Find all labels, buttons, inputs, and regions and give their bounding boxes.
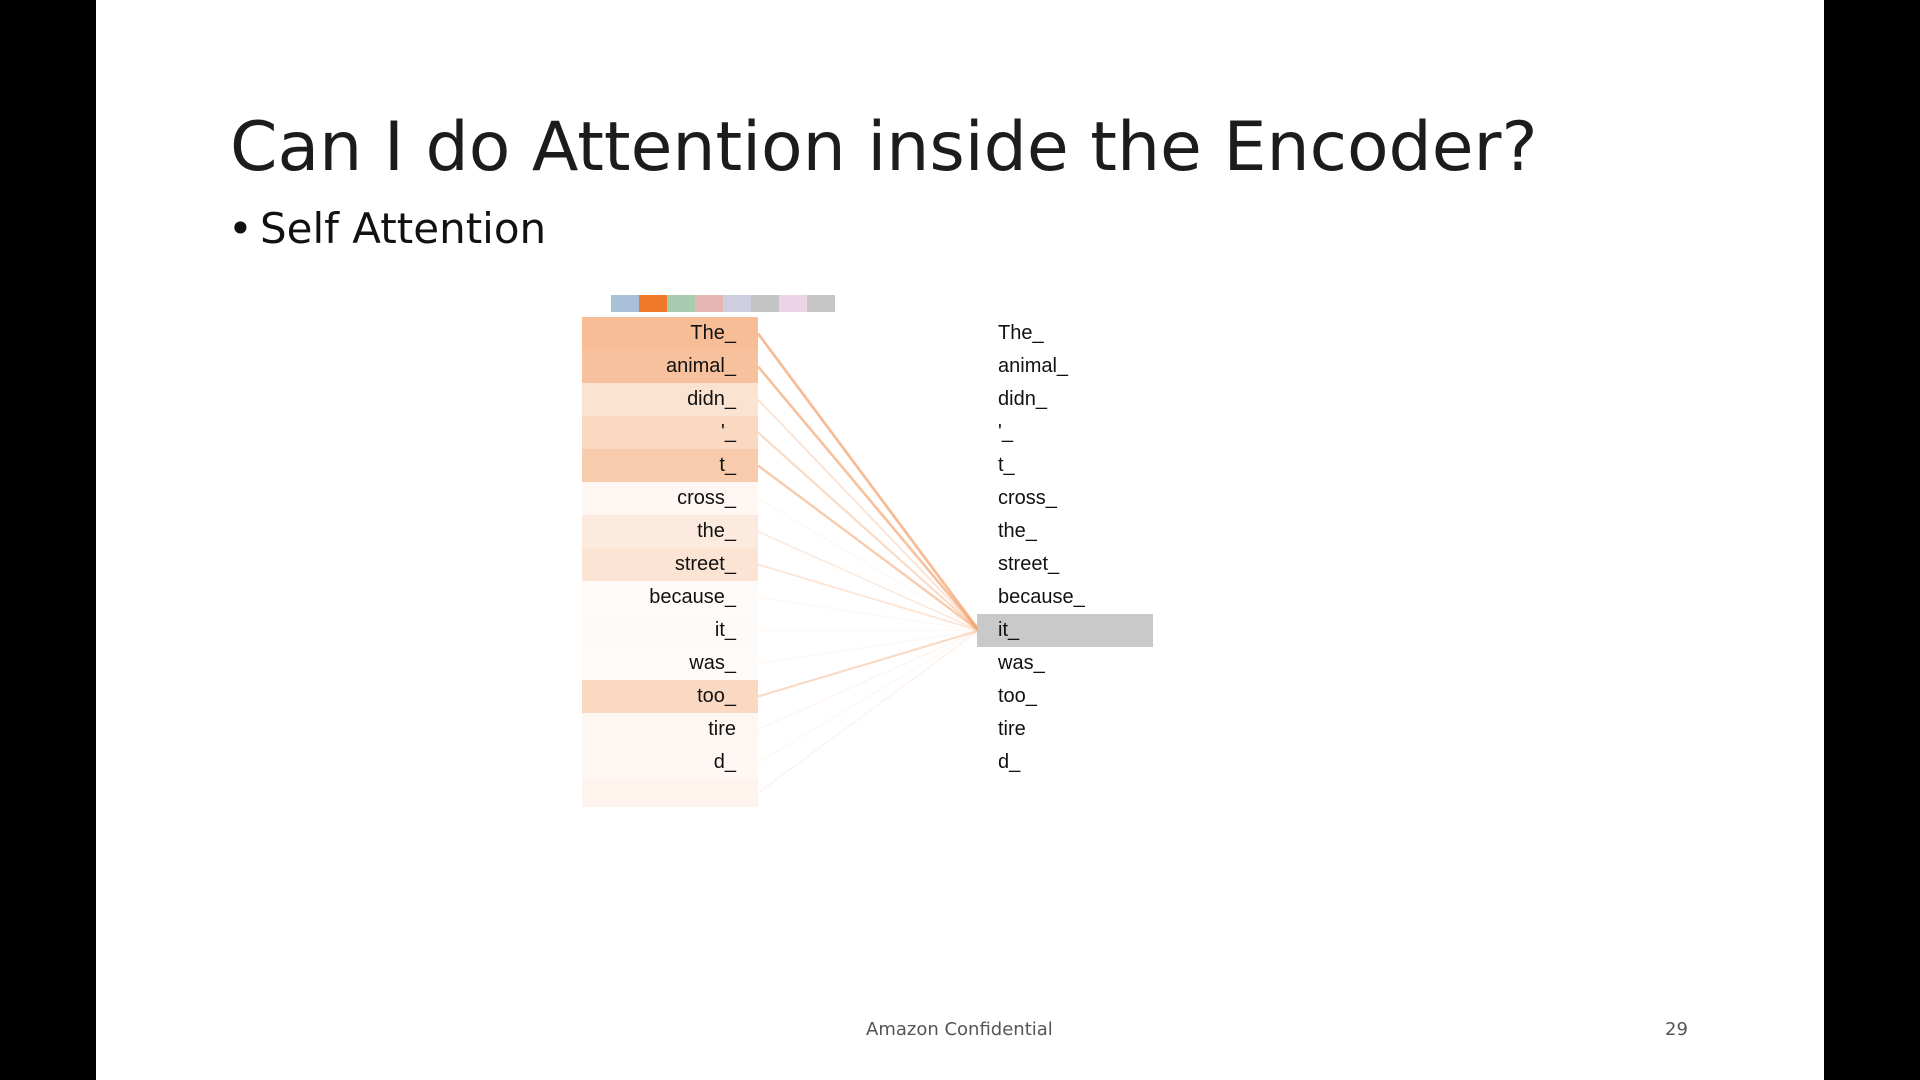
attention-line: [757, 464, 980, 632]
target-token[interactable]: the_: [998, 520, 1037, 542]
target-token[interactable]: because_: [998, 586, 1085, 608]
target-token[interactable]: street_: [998, 553, 1060, 575]
source-token-padding: [582, 779, 758, 807]
attention-line: [756, 365, 981, 632]
attention-line: [757, 629, 980, 794]
source-token[interactable]: street_: [582, 548, 758, 581]
target-token[interactable]: tire: [998, 718, 1026, 740]
target-token[interactable]: The_: [998, 322, 1044, 344]
source-token[interactable]: t_: [582, 449, 758, 482]
attention-line: [757, 431, 980, 632]
source-token[interactable]: was_: [582, 647, 758, 680]
attention-line: [757, 530, 980, 632]
bullet-dot-icon: •: [228, 204, 253, 253]
source-token[interactable]: tire: [582, 713, 758, 746]
head-color-swatch[interactable]: [695, 295, 723, 312]
head-color-swatch[interactable]: [807, 295, 835, 312]
slide: Can I do Attention inside the Encoder? •…: [96, 0, 1824, 1080]
target-token[interactable]: d_: [998, 751, 1021, 773]
footer-text: Amazon Confidential: [866, 1019, 1053, 1040]
head-color-swatch[interactable]: [779, 295, 807, 312]
target-token-selected[interactable]: it_: [977, 614, 1153, 647]
attention-line: [757, 629, 980, 665]
source-token[interactable]: cross_: [582, 482, 758, 515]
target-token[interactable]: too_: [998, 685, 1037, 707]
target-token[interactable]: cross_: [998, 487, 1057, 509]
source-token[interactable]: '_: [582, 416, 758, 449]
target-token[interactable]: t_: [998, 454, 1015, 476]
source-token[interactable]: it_: [582, 614, 758, 647]
attention-line: [757, 596, 980, 632]
attention-line: [757, 629, 980, 731]
target-token[interactable]: animal_: [998, 355, 1069, 377]
source-token[interactable]: didn_: [582, 383, 758, 416]
attention-line: [757, 398, 980, 632]
bullet-item: • Self Attention: [228, 204, 546, 253]
attention-line: [757, 629, 980, 764]
source-token[interactable]: too_: [582, 680, 758, 713]
target-token-column: The_ animal_ didn_ '_ t_ cross_ the_ street_bec…: [977, 317, 1153, 779]
source-token[interactable]: because_: [582, 581, 758, 614]
attention-head-selector[interactable]: [611, 295, 835, 312]
source-token[interactable]: animal_: [582, 350, 758, 383]
attention-line: [756, 332, 981, 632]
head-color-swatch[interactable]: [639, 295, 667, 312]
attention-visualization: The_ animal_ didn_ '_ t_ cross_ the_ street_ bec…: [96, 0, 1824, 1080]
target-token[interactable]: was_: [998, 652, 1045, 674]
attention-line: [757, 497, 980, 632]
attention-lines: [756, 332, 981, 794]
head-color-swatch[interactable]: [611, 295, 639, 312]
bullet-text: Self Attention: [260, 204, 547, 253]
attention-line: [757, 629, 980, 698]
target-token[interactable]: didn_: [998, 388, 1047, 410]
head-color-swatch[interactable]: [667, 295, 695, 312]
source-token[interactable]: d_: [582, 746, 758, 779]
attention-line: [757, 563, 980, 632]
source-token-column: The_ animal_ didn_ '_ t_ cross_ the_ street_ bec…: [582, 317, 758, 807]
head-color-swatch[interactable]: [723, 295, 751, 312]
slide-title: Can I do Attention inside the Encoder?: [230, 108, 1538, 187]
source-token[interactable]: the_: [582, 515, 758, 548]
page-number: 29: [1665, 1019, 1688, 1040]
source-token[interactable]: The_: [582, 317, 758, 350]
target-token[interactable]: '_: [998, 421, 1013, 443]
head-color-swatch[interactable]: [751, 295, 779, 312]
